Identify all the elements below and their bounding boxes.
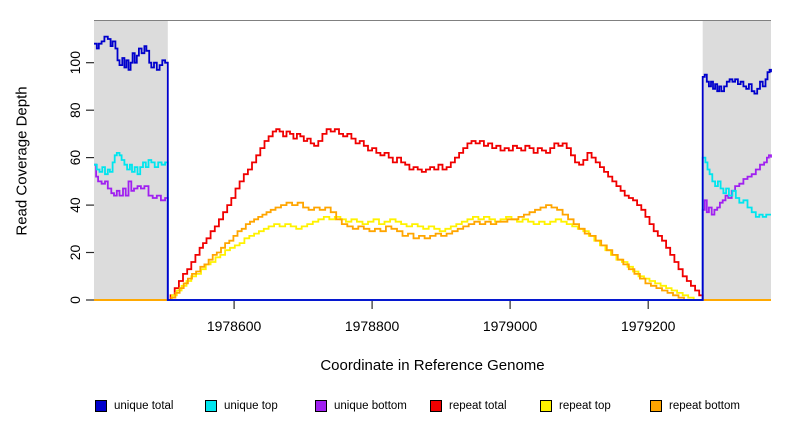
x-tick-label: 1978600: [207, 318, 262, 334]
y-tick-label: 80: [67, 102, 83, 118]
x-axis-title: Coordinate in Reference Genome: [320, 357, 545, 374]
x-tick-label: 1979200: [621, 318, 676, 334]
y-tick-label: 0: [67, 296, 83, 304]
series-unique-bottom: [94, 154, 772, 301]
series-repeat-top: [94, 216, 771, 301]
y-tick-label: 100: [67, 51, 83, 75]
x-tick-label: 1979000: [483, 318, 538, 334]
y-tick-label: 40: [67, 197, 83, 213]
y-tick-label: 60: [67, 150, 83, 166]
y-tick-label: 20: [67, 245, 83, 261]
series-repeat-total: [94, 128, 771, 301]
y-axis-title: Read Coverage Depth: [13, 86, 31, 236]
series-unique-total: [94, 35, 772, 301]
shaded-region: [702, 20, 771, 300]
series-unique-top: [94, 152, 771, 301]
x-tick-label: 1978800: [345, 318, 400, 334]
series-repeat-bottom: [94, 201, 771, 301]
